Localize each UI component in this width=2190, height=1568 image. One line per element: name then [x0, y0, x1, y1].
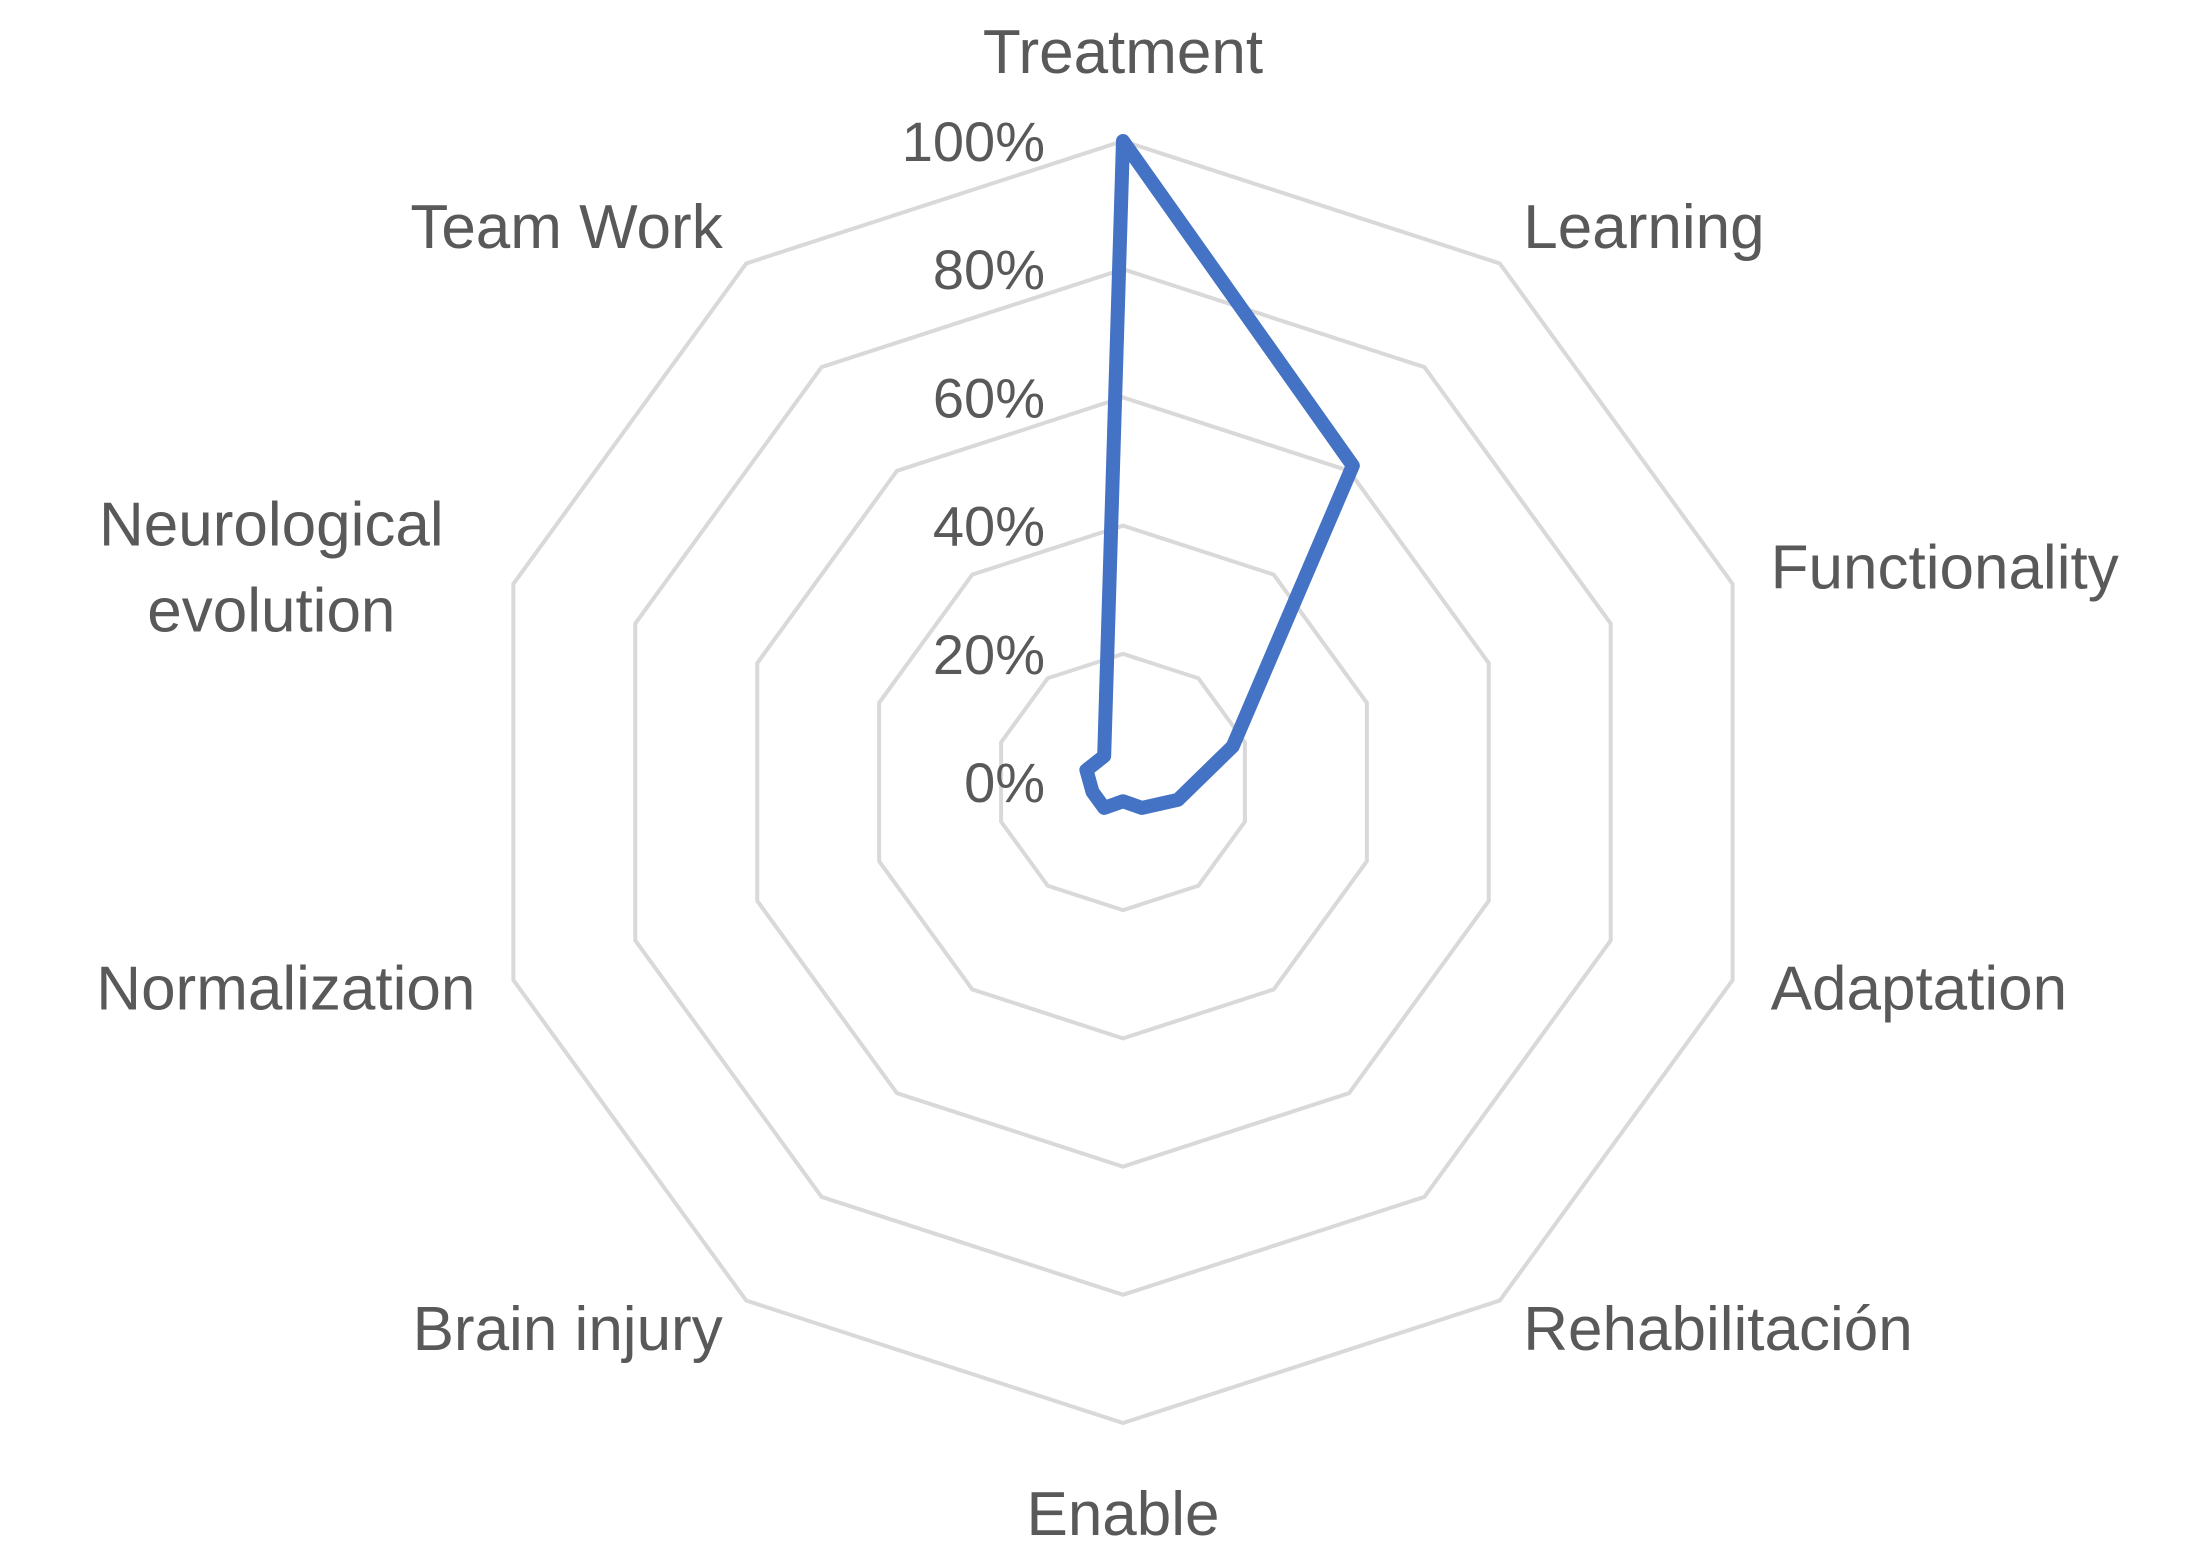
grid-ring — [633, 267, 1613, 1297]
tick-label: 80% — [933, 238, 1045, 301]
category-label: Enable — [1026, 1480, 1219, 1549]
category-label: Neurological evolution — [99, 491, 444, 646]
tick-label: 20% — [933, 623, 1045, 686]
category-label-line: Rehabilitación — [1523, 1295, 1912, 1364]
category-label: Treatment — [983, 18, 1263, 87]
category-label: Rehabilitación — [1523, 1295, 1912, 1364]
category-label: Adaptation — [1771, 954, 2067, 1023]
category-label: Learning — [1523, 193, 1764, 262]
grid-ring — [511, 138, 1735, 1426]
grid-ring — [877, 523, 1369, 1041]
category-label-line: Brain injury — [413, 1295, 723, 1364]
grid-layer — [511, 138, 1735, 1426]
category-label: Functionality — [1771, 534, 2119, 603]
category-label-line: Neurological — [99, 491, 444, 560]
tick-label: 0% — [964, 751, 1045, 814]
tick-label: 60% — [933, 366, 1045, 429]
series-line — [1079, 134, 1360, 815]
category-label-line: evolution — [147, 577, 395, 646]
category-label: Normalization — [96, 954, 475, 1023]
grid-ring — [755, 395, 1491, 1169]
category-label-line: Learning — [1523, 193, 1764, 262]
tick-label: 100% — [902, 110, 1045, 173]
grid-ring — [999, 651, 1247, 913]
category-label-line: Team Work — [410, 193, 723, 262]
category-label: Team Work — [410, 193, 723, 262]
category-label-line: Functionality — [1771, 534, 2119, 603]
category-layer: Treatment Learning Functionality Adaptation… — [96, 18, 2118, 1549]
series-layer — [1079, 134, 1360, 815]
category-label-line: Treatment — [983, 18, 1263, 87]
category-label-line: Adaptation — [1771, 954, 2067, 1023]
category-label: Brain injury — [413, 1295, 723, 1364]
category-label-line: Normalization — [96, 954, 475, 1023]
tick-label: 40% — [933, 495, 1045, 558]
tick-layer: 0% 20% 40% 60% 80% 100% — [902, 110, 1045, 814]
category-label-line: Enable — [1026, 1480, 1219, 1549]
